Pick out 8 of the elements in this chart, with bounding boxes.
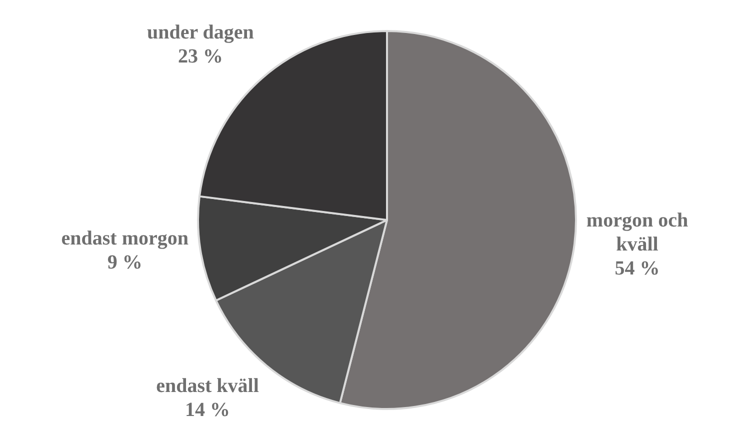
slice-label: morgon och kväll <box>586 209 688 256</box>
data-label: 9 % <box>107 252 142 274</box>
slice-label: endast morgon <box>61 228 188 250</box>
slice-label: under dagen <box>147 21 254 44</box>
slice-label: endast kväll <box>156 375 260 398</box>
data-label: 54 % <box>614 257 660 280</box>
data-label: 23 % <box>178 45 223 68</box>
data-label: 14 % <box>184 399 230 422</box>
